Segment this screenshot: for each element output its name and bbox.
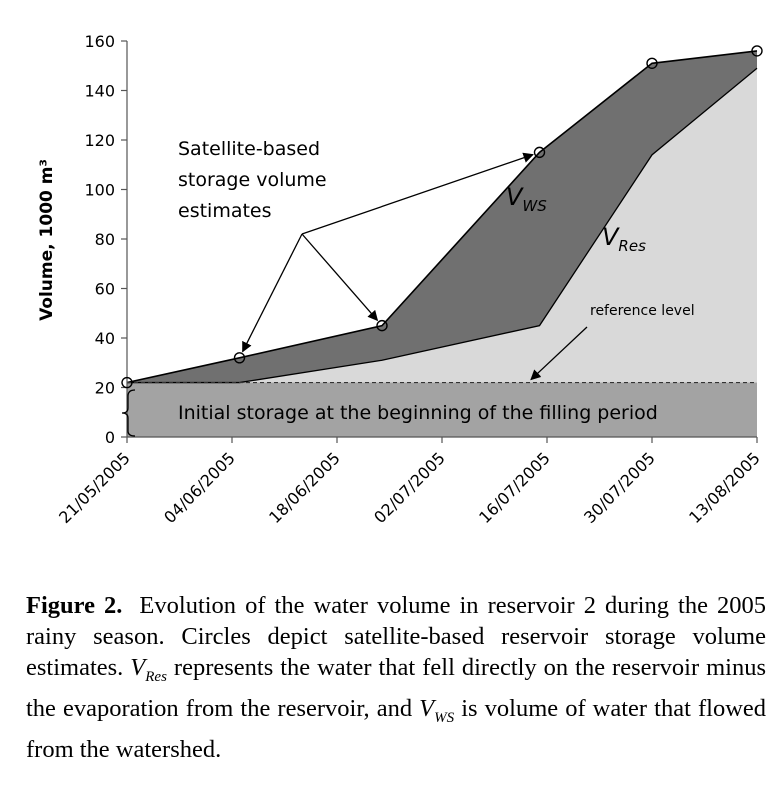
x-tick-label: 30/07/2005: [580, 448, 659, 527]
satellite-annotation: Satellite-based storage volume estimates: [178, 138, 327, 222]
y-tick-label: 40: [95, 329, 115, 348]
satellite-estimate-marker: [533, 146, 546, 159]
x-tick-label: 16/07/2005: [475, 448, 554, 527]
x-tick-labels: 21/05/2005 04/06/2005 18/06/2005 02/07/2005…: [55, 448, 764, 527]
satellite-estimate-marker: [751, 45, 763, 57]
y-tick-label: 60: [95, 280, 115, 299]
caption-text-3: is volume of water that flowed from the …: [26, 694, 767, 763]
satellite-annotation-line-2: storage volume: [178, 169, 327, 191]
satellite-markers: [121, 45, 763, 389]
vws-label: VWS: [506, 183, 547, 215]
reference-level-label: reference level: [590, 303, 695, 319]
initial-storage-label: Initial storage at the beginning of the …: [178, 402, 658, 424]
chart-axes: [121, 40, 758, 443]
y-tick-labels: 0 20 40 60 80 100 120 140 160: [84, 32, 115, 447]
caption-vres-symbol: VRes: [130, 654, 167, 685]
initial-storage-brace: [121, 389, 136, 437]
caption-text-2: represents the water that fell directly …: [26, 654, 767, 722]
caption-text-1: Evolution of the water volume in reservo…: [26, 592, 766, 681]
storage-volume-line: [126, 50, 758, 384]
y-tick-label: 100: [84, 181, 115, 200]
caption-vws-sub: WS: [434, 709, 455, 726]
initial-storage-area: [127, 382, 757, 437]
caption-vws-base: V: [419, 694, 435, 722]
vres-label: VRes: [602, 223, 646, 255]
y-tick-label: 120: [84, 131, 115, 150]
arrow-to-marker-2: [242, 233, 303, 353]
satellite-estimate-marker: [646, 57, 658, 69]
x-tick-label: 13/08/2005: [685, 448, 764, 527]
chart-series-lines: [126, 50, 758, 384]
volume-chart: 0 20 40 60 80 100 120 140 160 21/05/2005 04/06/20…: [37, 32, 764, 527]
caption-vres-base: V: [130, 654, 146, 681]
arrow-to-reference-level: [530, 326, 588, 381]
x-tick-label: 04/06/2005: [160, 448, 239, 527]
figure-caption: Figure 2. Evolution of the water volume …: [26, 590, 766, 765]
y-tick-label: 0: [105, 428, 115, 447]
vres-area: [127, 68, 757, 383]
y-tick-label: 20: [95, 379, 115, 398]
satellite-estimate-marker: [376, 319, 388, 332]
satellite-annotation-line-3: estimates: [178, 200, 272, 222]
satellite-annotation-line-1: Satellite-based: [178, 138, 320, 160]
satellite-estimate-marker: [121, 376, 133, 389]
y-tick-label: 140: [84, 82, 115, 101]
vws-area: [127, 50, 757, 383]
x-tick-label: 18/06/2005: [265, 448, 344, 527]
satellite-estimate-marker: [233, 352, 246, 364]
x-tick-label: 02/07/2005: [370, 448, 449, 527]
arrow-to-marker-4: [301, 152, 534, 235]
caption-vws-symbol: VWS: [419, 694, 454, 726]
chart-areas: [127, 50, 757, 437]
y-tick-label: 80: [95, 230, 115, 249]
y-axis-label: Volume, 1000 m³: [37, 159, 57, 321]
arrow-to-marker-3: [301, 233, 379, 322]
caption-vres-sub: Res: [145, 668, 167, 685]
y-tick-label: 160: [84, 32, 115, 51]
annotation-arrows: [242, 152, 588, 381]
x-tick-label: 21/05/2005: [55, 448, 134, 527]
figure-label: Figure 2.: [26, 592, 123, 619]
